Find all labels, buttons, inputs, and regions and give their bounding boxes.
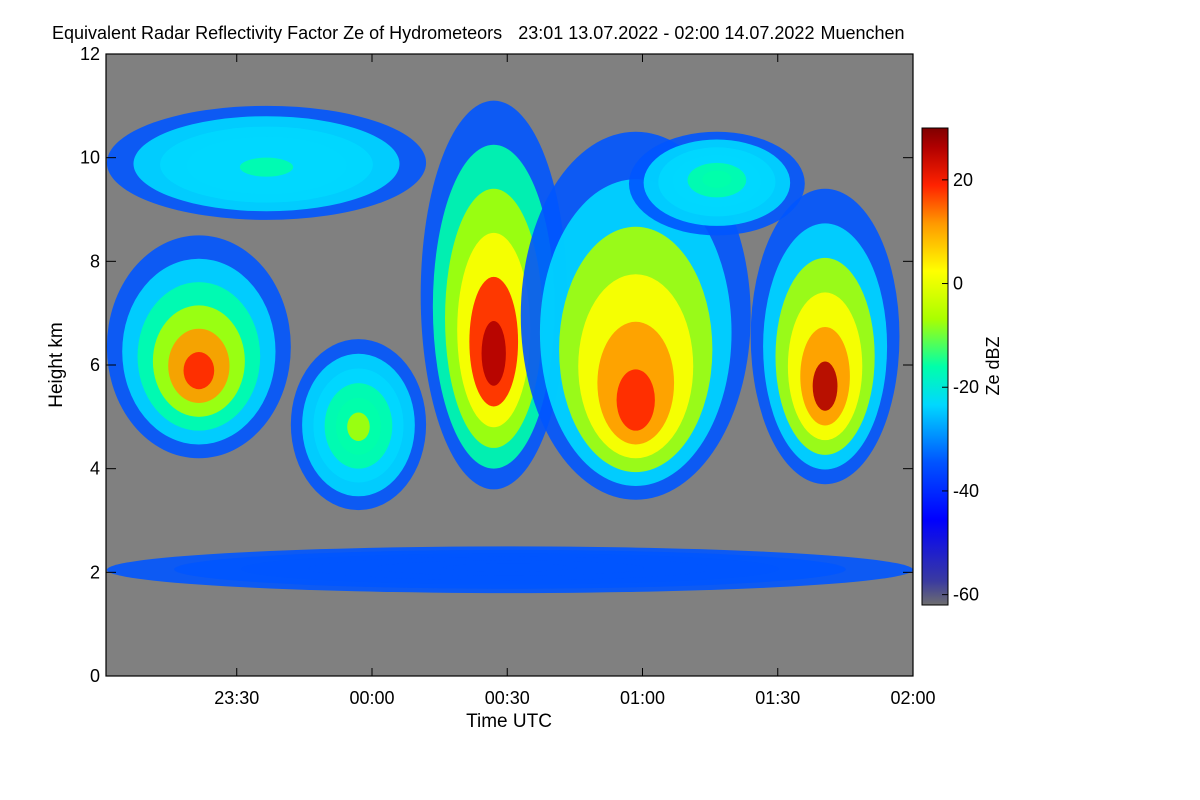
cell-middle-cell [520, 131, 751, 500]
colorbar-tick-label: 0 [953, 274, 963, 294]
cell-high-cirrus-level [239, 157, 294, 177]
x-tick-label: 23:30 [214, 688, 259, 708]
colorbar-tick-label: -60 [953, 585, 979, 605]
cell-ground-clutter-level [442, 563, 578, 572]
colorbar-tick-label: -40 [953, 481, 979, 501]
chart-title: Equivalent Radar Reflectivity Factor Ze … [52, 23, 905, 43]
cell-ground-clutter [106, 546, 913, 594]
y-tick-label: 12 [80, 44, 100, 64]
cell-high-cirrus [106, 105, 427, 220]
cell-early-layer-level [183, 352, 215, 390]
cell-main-core [420, 100, 567, 490]
cell-middle-cell-level [616, 369, 655, 431]
x-tick-label: 00:30 [485, 688, 530, 708]
y-axis: 0 2 4 6 8 10 12 [80, 44, 913, 686]
cell-trailing-fall [290, 339, 427, 511]
cell-late-cirrus-level [702, 170, 732, 188]
x-tick-label: 01:00 [620, 688, 665, 708]
colorbar [921, 127, 949, 606]
colorbar-tick-label: -20 [953, 377, 979, 397]
x-axis-label: Time UTC [466, 711, 552, 732]
y-tick-label: 8 [90, 251, 100, 271]
reflectivity-field [106, 100, 913, 594]
x-tick-label: 00:00 [349, 688, 394, 708]
y-tick-label: 10 [80, 148, 100, 168]
cell-late-core-level [812, 361, 838, 411]
colorbar-label: Ze dBZ [983, 336, 1003, 395]
y-tick-label: 0 [90, 666, 100, 686]
cell-early-layer [106, 235, 291, 459]
colorbar-ticks: 20 0 -20 -40 -60 [942, 170, 979, 605]
cell-trailing-fall-level [347, 412, 370, 442]
cell-late-core [750, 188, 900, 485]
cell-main-core-level [481, 320, 506, 386]
cell-late-cirrus [628, 131, 805, 236]
y-tick-label: 6 [90, 355, 100, 375]
y-tick-label: 4 [90, 459, 100, 479]
x-tick-label: 01:30 [755, 688, 800, 708]
y-tick-label: 2 [90, 562, 100, 582]
x-axis: 23:30 00:00 00:30 01:00 01:30 02:00 [214, 54, 936, 708]
x-tick-label: 02:00 [890, 688, 935, 708]
y-axis-label: Height km [46, 322, 67, 408]
colorbar-tick-label: 20 [953, 170, 973, 190]
